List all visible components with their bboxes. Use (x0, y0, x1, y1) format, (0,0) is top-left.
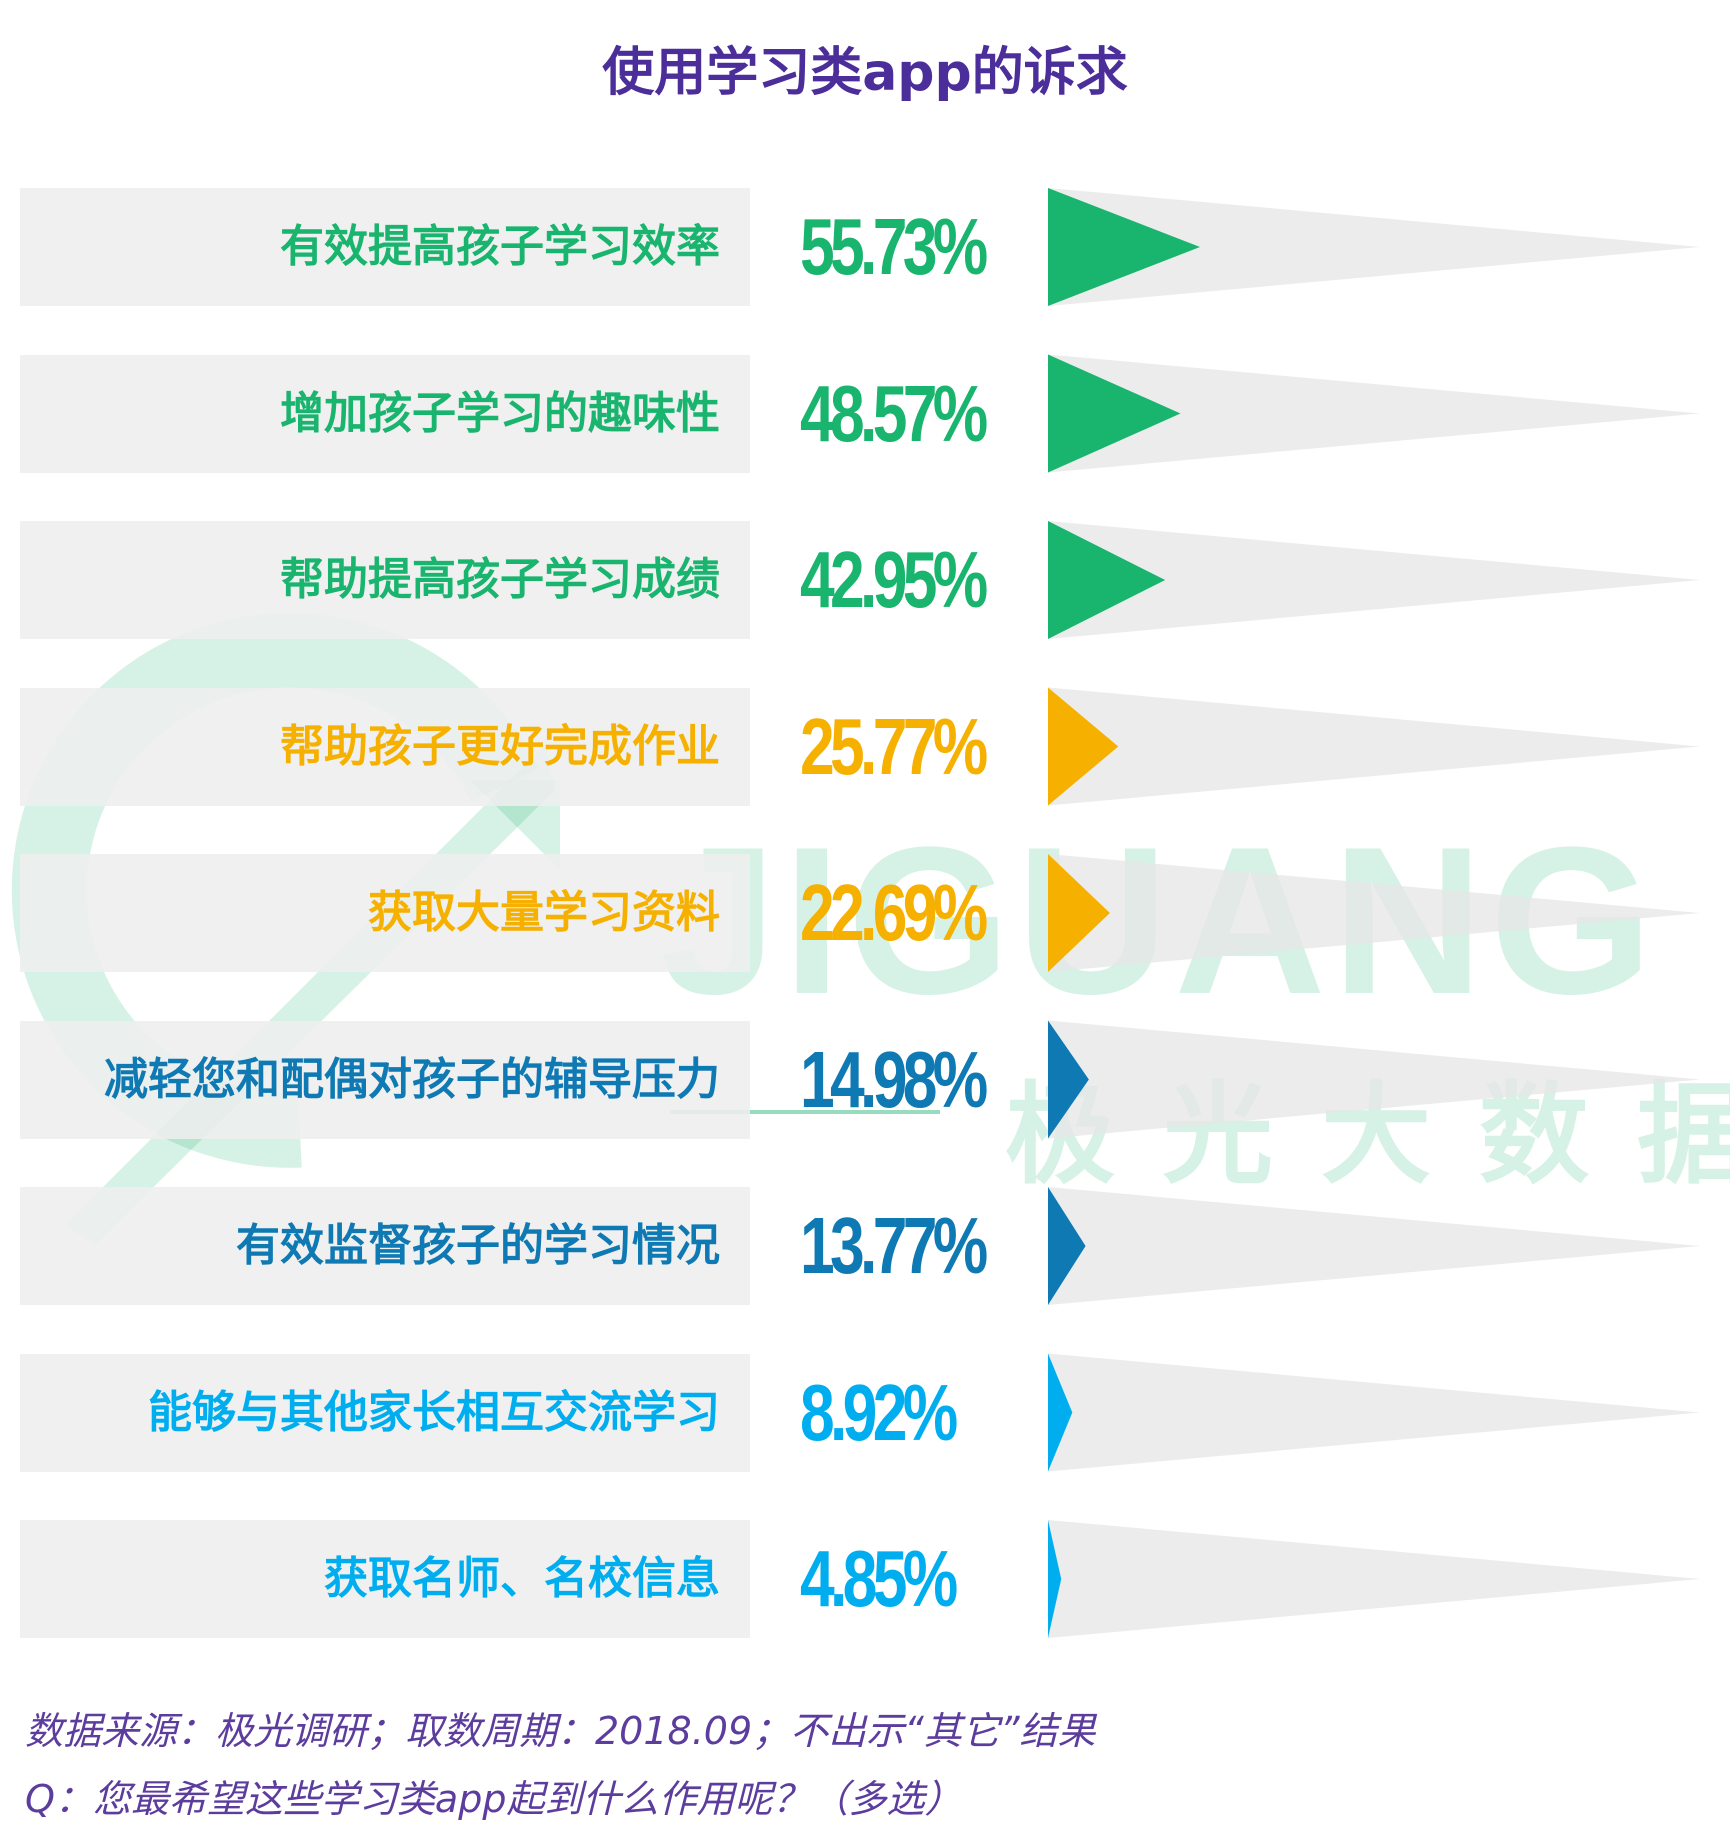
category-label: 有效监督孩子的学习情况 (236, 1220, 720, 1271)
row-background (20, 687, 750, 806)
category-label: 能够与其他家长相互交流学习 (148, 1386, 720, 1438)
bar (1048, 1020, 1089, 1139)
bar-track (1048, 188, 1700, 306)
category-label: 减轻您和配偶对孩子的辅导压力 (104, 1053, 720, 1105)
row-background (20, 1020, 750, 1139)
row-background (20, 1353, 750, 1472)
survey-question: Q：您最希望这些学习类app起到什么作用呢？（多选） (25, 1777, 963, 1821)
bar-track (1048, 1187, 1700, 1305)
row-background (20, 1520, 750, 1638)
bar (1048, 687, 1119, 806)
category-label: 获取大量学习资料 (368, 887, 720, 938)
value-label: 8.92% (800, 1367, 958, 1457)
row-background (20, 354, 750, 473)
bar-track (1048, 1520, 1700, 1638)
bar (1048, 1520, 1062, 1638)
bar-track (1048, 1020, 1700, 1139)
row-background (20, 854, 750, 972)
bar-track (1048, 1353, 1700, 1472)
bar (1048, 354, 1181, 473)
source-note: 数据来源：极光调研；取数周期：2018.09；不出示“其它”结果 (25, 1709, 1096, 1753)
bar (1048, 188, 1200, 306)
bar-track (1048, 521, 1700, 639)
bar (1048, 1353, 1073, 1472)
bar-track (1048, 854, 1700, 972)
bar (1048, 854, 1110, 972)
chart-title: 使用学习类app的诉求 (602, 43, 1128, 103)
bar-track (1048, 354, 1700, 473)
row-background (20, 1187, 750, 1305)
value-label: 4.85% (800, 1534, 958, 1623)
category-label: 获取名师、名校信息 (324, 1553, 720, 1604)
category-label: 有效提高孩子学习效率 (280, 221, 720, 272)
bar (1048, 521, 1166, 639)
category-label: 增加孩子学习的趣味性 (280, 387, 720, 439)
row-background (20, 188, 750, 306)
category-label: 帮助提高孩子学习成绩 (280, 554, 720, 605)
bar (1048, 1187, 1086, 1305)
bar-track (1048, 687, 1700, 806)
category-label: 帮助孩子更好完成作业 (280, 720, 720, 772)
row-background (20, 521, 750, 639)
